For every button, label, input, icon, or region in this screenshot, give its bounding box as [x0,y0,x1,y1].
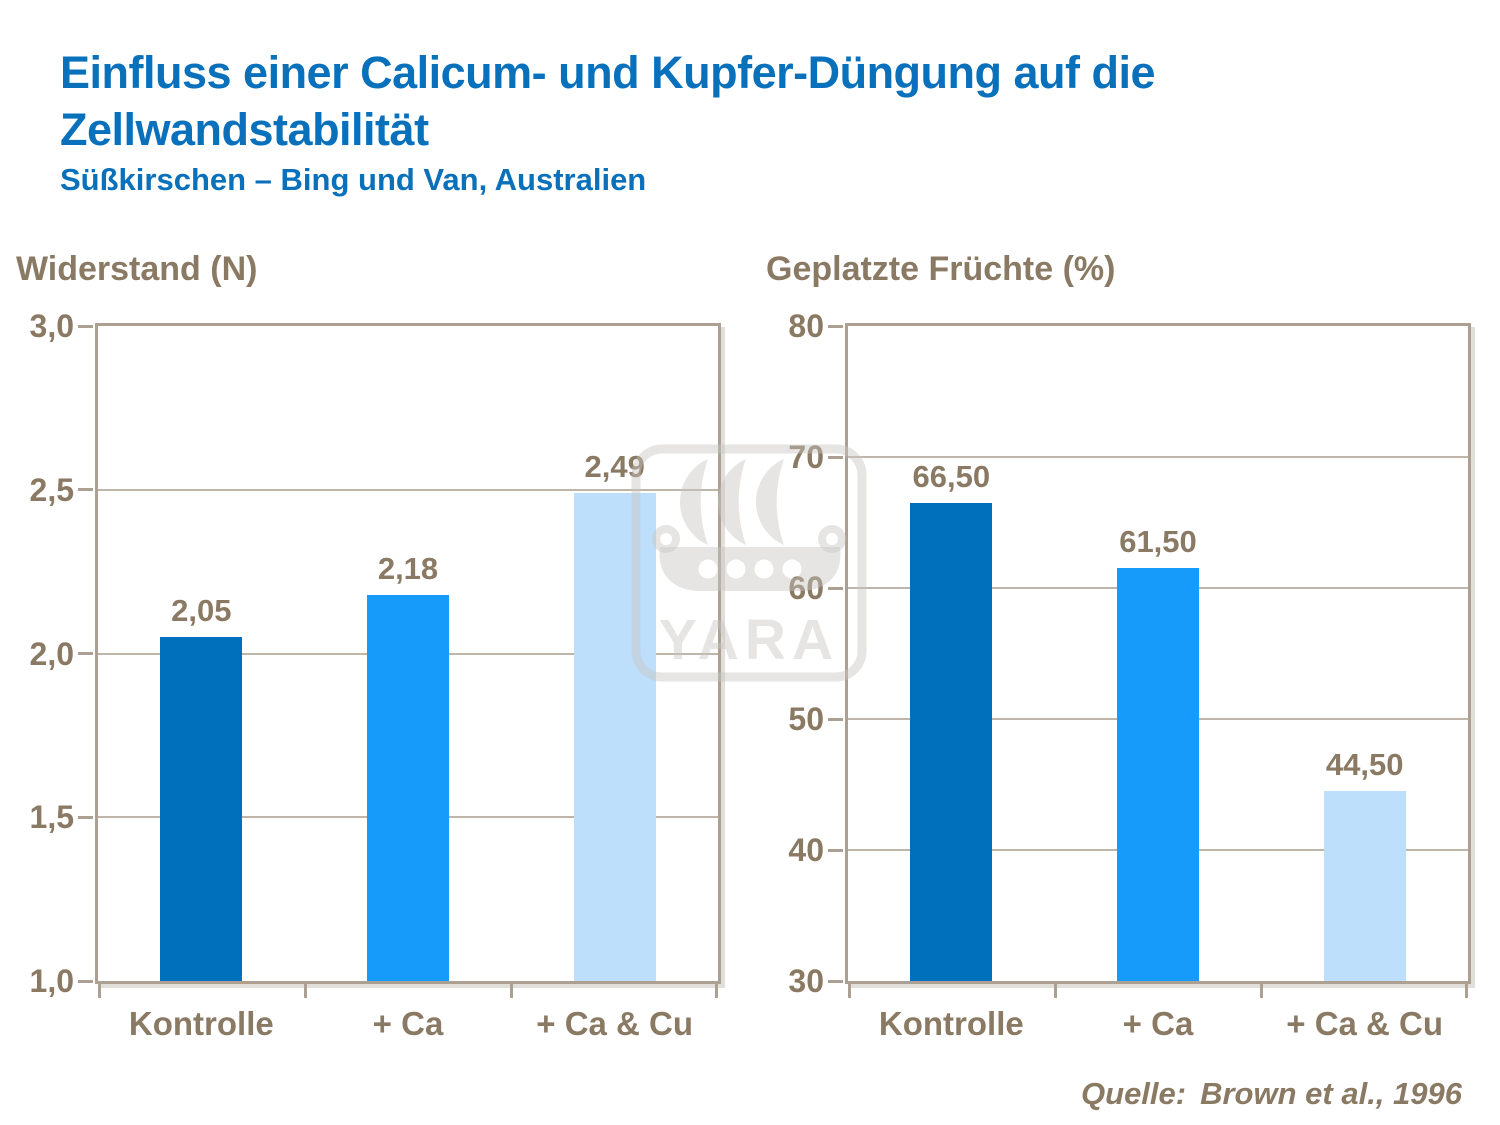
source-citation: Quelle: Brown et al., 1996 [1081,1076,1462,1112]
bar-+ Ca [367,594,449,981]
category-label: + Ca & Cu [536,1005,694,1042]
right-chart-plot-area: 80 70 60 50 40 30 66,50 Kontrolle 61,50 + Ca 44,50… [788,308,1471,1042]
page-title: Einfluss einer Calicum- und Kupfer-Düngu… [60,44,1156,158]
category-label: Kontrolle [878,1005,1024,1042]
x-axis-tick [715,984,718,998]
x-axis-tick [1053,984,1057,998]
y-axis-tick [828,979,843,983]
y-tick-label: 2,0 [29,635,74,672]
y-tick-label: 50 [788,701,824,737]
x-axis-tick [98,984,101,998]
y-axis-tick [78,815,93,819]
bar-+ Ca & Cu [1323,791,1406,981]
bar-Kontrolle [160,637,243,981]
y-axis-tick [78,979,93,983]
y-axis-tick [78,652,93,655]
y-tick-label: 40 [788,832,824,868]
y-tick-label: 3,0 [29,308,74,344]
page-title-line1: Einfluss einer Calicum- und Kupfer-Düngu… [60,47,1156,98]
y-axis-tick [828,455,843,459]
y-axis-tick [828,586,843,590]
y-tick-label: 1,5 [29,799,74,836]
bar-value-label: 2,05 [171,593,232,629]
page-title-line2: Zellwandstabilität [60,104,429,155]
y-axis-tick [828,324,843,328]
y-tick-label: 1,0 [29,963,74,999]
gridline [848,456,1468,458]
y-tick-label: 60 [788,570,824,606]
right-chart-axis-title: Geplatzte Früchte (%) [766,250,1116,288]
x-axis-tick [510,984,514,998]
bar-Kontrolle [910,502,993,981]
x-axis-tick [1260,984,1264,998]
category-label: + Ca [1122,1005,1194,1042]
source-label: Quelle: [1081,1076,1187,1111]
y-axis-tick [78,324,93,328]
x-axis-tick [1465,984,1468,998]
page-subtitle: Süßkirschen – Bing und Van, Australien [60,162,647,197]
left-chart-plot-area: 3,0 2,5 2,0 1,5 1,0 2,05 Kontrolle 2,18 + Ca 2,49… [30,308,721,1042]
gridline [98,488,718,491]
left-chart-axis-title: Widerstand (N) [16,250,258,288]
y-tick-label: 80 [788,308,824,344]
y-tick-label: 30 [788,963,824,999]
category-label: + Ca [372,1005,444,1042]
x-axis-tick [303,984,307,998]
bar-value-label: 66,50 [912,458,991,494]
bar-value-label: 44,50 [1325,747,1404,783]
source-text: Brown et al., 1996 [1200,1076,1462,1111]
y-tick-label: 2,5 [29,471,74,508]
y-axis-tick [828,848,843,852]
y-tick-label: 70 [788,439,824,475]
bar-value-label: 2,18 [377,550,439,586]
bar-+ Ca [1117,568,1199,981]
bar-+ Ca & Cu [573,493,656,981]
category-label: Kontrolle [128,1005,274,1042]
category-label: + Ca & Cu [1286,1005,1444,1042]
bar-value-label: 2,49 [584,449,645,485]
bar-value-label: 61,50 [1119,524,1197,560]
x-axis-tick [848,984,851,998]
y-axis-tick [78,488,93,492]
y-axis-tick [828,717,843,721]
